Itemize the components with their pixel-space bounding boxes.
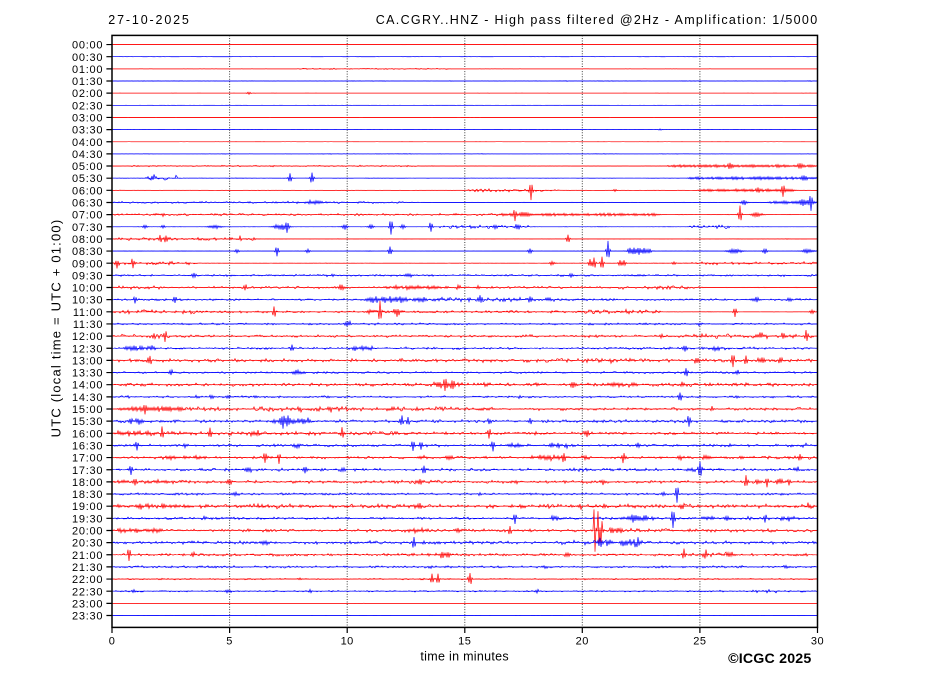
svg-text:21:30: 21:30 bbox=[72, 562, 103, 574]
svg-text:15: 15 bbox=[458, 635, 471, 647]
svg-text:14:30: 14:30 bbox=[72, 392, 103, 404]
svg-text:time in minutes: time in minutes bbox=[420, 650, 509, 664]
svg-text:5: 5 bbox=[226, 635, 233, 647]
svg-text:10:00: 10:00 bbox=[72, 283, 103, 295]
svg-text:01:00: 01:00 bbox=[72, 64, 103, 76]
svg-text:16:00: 16:00 bbox=[72, 428, 103, 440]
svg-text:22:30: 22:30 bbox=[72, 586, 103, 598]
svg-text:12:00: 12:00 bbox=[72, 331, 103, 343]
svg-text:05:30: 05:30 bbox=[72, 173, 103, 185]
svg-text:19:30: 19:30 bbox=[72, 513, 103, 525]
svg-text:21:00: 21:00 bbox=[72, 550, 103, 562]
svg-text:06:30: 06:30 bbox=[72, 198, 103, 210]
svg-text:16:30: 16:30 bbox=[72, 440, 103, 452]
svg-text:07:00: 07:00 bbox=[72, 210, 103, 222]
svg-text:03:00: 03:00 bbox=[72, 112, 103, 124]
svg-text:00:30: 00:30 bbox=[72, 52, 103, 64]
svg-text:09:30: 09:30 bbox=[72, 270, 103, 282]
svg-text:08:00: 08:00 bbox=[72, 234, 103, 246]
svg-text:10: 10 bbox=[341, 635, 354, 647]
svg-text:03:30: 03:30 bbox=[72, 125, 103, 137]
svg-text:12:30: 12:30 bbox=[72, 343, 103, 355]
svg-text:UTC (local time = UTC + 01:00): UTC (local time = UTC + 01:00) bbox=[49, 219, 64, 438]
svg-text:©ICGC 2025: ©ICGC 2025 bbox=[728, 651, 811, 667]
svg-text:30: 30 bbox=[811, 635, 824, 647]
svg-text:10:30: 10:30 bbox=[72, 295, 103, 307]
svg-text:20:00: 20:00 bbox=[72, 526, 103, 538]
svg-text:11:30: 11:30 bbox=[73, 319, 103, 331]
svg-text:22:00: 22:00 bbox=[72, 574, 103, 586]
svg-text:17:00: 17:00 bbox=[72, 453, 103, 465]
svg-text:20:30: 20:30 bbox=[72, 538, 103, 550]
svg-text:07:30: 07:30 bbox=[72, 222, 103, 234]
svg-text:09:00: 09:00 bbox=[72, 258, 103, 270]
svg-text:23:30: 23:30 bbox=[72, 611, 103, 623]
svg-text:25: 25 bbox=[693, 635, 706, 647]
svg-text:04:30: 04:30 bbox=[72, 149, 103, 161]
svg-text:23:00: 23:00 bbox=[72, 598, 103, 610]
svg-text:18:30: 18:30 bbox=[72, 489, 103, 501]
svg-text:27-10-2025: 27-10-2025 bbox=[108, 13, 190, 27]
svg-text:02:30: 02:30 bbox=[72, 100, 103, 112]
svg-text:15:00: 15:00 bbox=[72, 404, 103, 416]
svg-text:15:30: 15:30 bbox=[72, 416, 103, 428]
svg-text:00:00: 00:00 bbox=[72, 40, 103, 52]
svg-text:18:00: 18:00 bbox=[72, 477, 103, 489]
svg-text:13:00: 13:00 bbox=[72, 355, 103, 367]
svg-text:13:30: 13:30 bbox=[72, 368, 103, 380]
svg-text:14:00: 14:00 bbox=[72, 380, 103, 392]
svg-text:06:00: 06:00 bbox=[72, 185, 103, 197]
svg-text:08:30: 08:30 bbox=[72, 246, 103, 258]
svg-text:05:00: 05:00 bbox=[72, 161, 103, 173]
svg-text:0: 0 bbox=[109, 635, 116, 647]
svg-text:CA.CGRY..HNZ - High pass filte: CA.CGRY..HNZ - High pass filtered @2Hz -… bbox=[376, 13, 819, 27]
svg-text:04:00: 04:00 bbox=[72, 137, 103, 149]
svg-text:19:00: 19:00 bbox=[72, 501, 103, 513]
svg-text:11:00: 11:00 bbox=[73, 307, 103, 319]
svg-text:20: 20 bbox=[576, 635, 589, 647]
svg-text:01:30: 01:30 bbox=[72, 76, 103, 88]
svg-text:17:30: 17:30 bbox=[72, 465, 103, 477]
svg-text:02:00: 02:00 bbox=[72, 88, 103, 100]
